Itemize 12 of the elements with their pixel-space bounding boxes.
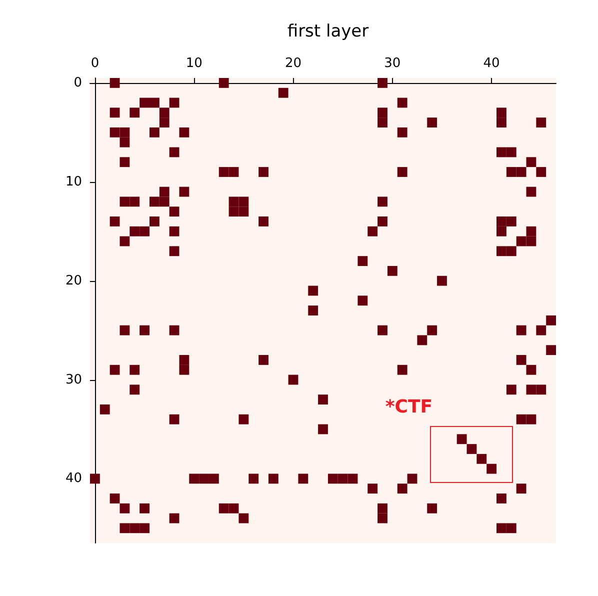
y-tick-label: 40 [65, 471, 82, 486]
x-tick-label: 40 [483, 56, 500, 71]
x-tick-label: 30 [384, 56, 401, 71]
chart-title: first layer [287, 22, 369, 42]
annotation: *CTF [385, 396, 433, 418]
y-tick-label: 10 [65, 174, 82, 190]
y-tick-label: 20 [65, 273, 82, 288]
x-tick-label: 10 [186, 56, 202, 71]
y-tick-label: 30 [65, 372, 82, 388]
x-tick-label: 0 [90, 56, 100, 71]
x-tick-label: 20 [284, 56, 302, 71]
y-tick-label: 0 [74, 75, 82, 90]
